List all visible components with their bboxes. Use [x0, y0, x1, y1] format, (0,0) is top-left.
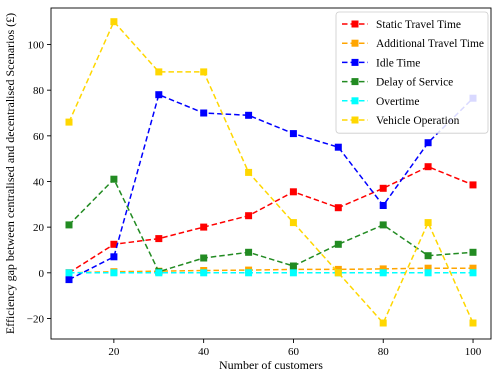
data-point-overtime [65, 269, 73, 277]
data-point-idle-time [245, 111, 253, 119]
series-line-delay-of-service [68, 177, 474, 273]
data-point-vehicle-operation [110, 18, 118, 26]
data-point-static-travel-time [245, 212, 253, 220]
legend-label-additional-travel-time: Additional Travel Time [376, 38, 484, 50]
data-point-overtime [200, 269, 208, 277]
data-point-delay-of-service [65, 221, 73, 229]
axes: 20 40 60 80 100 −20 0 20 40 60 80 100 [27, 7, 492, 358]
data-point-delay-of-service [289, 262, 297, 270]
legend-marker-overtime [351, 97, 359, 105]
data-point-overtime [469, 269, 477, 277]
series-line-idle-time [68, 93, 474, 281]
data-point-vehicle-operation [200, 68, 208, 76]
legend-marker-delay-of-service [351, 78, 359, 86]
legend-box [335, 11, 489, 134]
data-point-idle-time [110, 253, 118, 261]
data-point-static-travel-time [155, 235, 163, 243]
data-point-additional-travel-time [469, 264, 477, 272]
data-point-static-travel-time [379, 184, 387, 192]
y-tick-label: 40 [33, 176, 45, 188]
x-tick-label: 20 [108, 346, 120, 358]
x-tick-label: 40 [198, 346, 210, 358]
x-tick-label: 100 [465, 346, 482, 358]
y-tick-label: 60 [33, 131, 45, 143]
data-point-static-travel-time [289, 188, 297, 196]
data-point-vehicle-operation [245, 168, 253, 176]
data-point-overtime [110, 269, 118, 277]
data-point-idle-time [155, 91, 163, 99]
data-point-vehicle-operation [424, 219, 432, 227]
legend-marker-vehicle-operation [351, 116, 359, 124]
data-point-vehicle-operation [469, 319, 477, 327]
y-axis-label: Efficiency gap between centralised and d… [3, 13, 17, 334]
data-point-static-travel-time [424, 163, 432, 171]
data-point-static-travel-time [334, 204, 342, 212]
y-tick-label: 20 [33, 222, 45, 234]
legend-label-static-travel-time: Static Travel Time [376, 19, 461, 31]
x-axis-label: Number of customers [219, 358, 323, 372]
data-point-delay-of-service [110, 175, 118, 183]
x-tick-label: 60 [288, 346, 300, 358]
y-tick-label: −20 [27, 313, 45, 325]
data-point-overtime [245, 269, 253, 277]
data-point-static-travel-time [469, 181, 477, 189]
data-point-delay-of-service [200, 254, 208, 262]
data-point-idle-time [289, 130, 297, 138]
legend-label-idle-time: Idle Time [376, 57, 420, 69]
data-point-idle-time [200, 109, 208, 117]
data-point-static-travel-time [110, 240, 118, 248]
data-point-vehicle-operation [155, 68, 163, 76]
data-point-additional-travel-time [379, 265, 387, 273]
y-tick-label: 100 [28, 40, 45, 52]
series-line-static-travel-time [68, 165, 474, 274]
data-point-idle-time [424, 139, 432, 147]
data-point-delay-of-service [424, 252, 432, 260]
data-point-vehicle-operation [289, 219, 297, 227]
data-point-idle-time [379, 202, 387, 209]
data-point-overtime [155, 269, 163, 277]
plot-frame [50, 7, 492, 340]
series-line-vehicle-operation [68, 20, 474, 325]
legend-marker-idle-time [351, 58, 359, 66]
x-tick-label: 80 [378, 346, 390, 358]
data-point-vehicle-operation [65, 118, 73, 126]
legend-label-vehicle-operation: Vehicle Operation [376, 115, 460, 127]
data-point-idle-time [65, 276, 73, 284]
y-tick-label: 0 [39, 268, 45, 280]
y-tick-label: 80 [33, 85, 45, 97]
data-point-additional-travel-time [424, 264, 432, 272]
data-point-overtime [379, 269, 387, 277]
data-point-idle-time [334, 143, 342, 151]
data-point-delay-of-service [379, 221, 387, 229]
data-point-overtime [424, 269, 432, 277]
data-point-vehicle-operation [334, 269, 342, 277]
legend-marker-static-travel-time [351, 20, 359, 28]
data-point-overtime [289, 269, 297, 277]
data-point-delay-of-service [245, 248, 253, 256]
series-line-additional-travel-time [68, 267, 473, 274]
data-point-delay-of-service [334, 240, 342, 248]
data-point-vehicle-operation [379, 319, 387, 327]
legend-label-delay-of-service: Delay of Service [376, 77, 453, 89]
data-point-static-travel-time [200, 223, 208, 231]
legend: Static Travel Time Additional Travel Time… [335, 11, 489, 134]
legend-marker-additional-travel-time [351, 39, 359, 47]
data-point-delay-of-service [469, 248, 477, 256]
legend-label-overtime: Overtime [376, 96, 419, 108]
